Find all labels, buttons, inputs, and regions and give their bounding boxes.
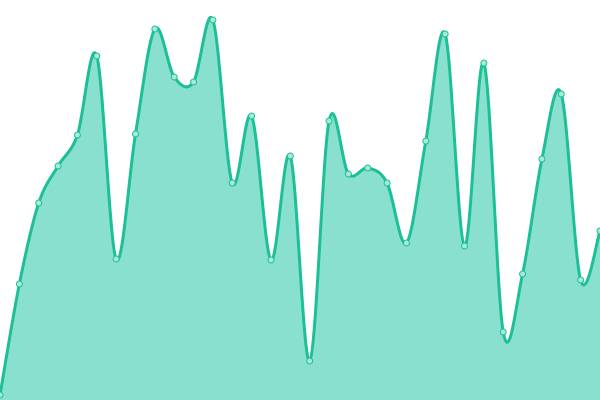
data-point — [383, 179, 391, 187]
data-point — [577, 276, 585, 284]
data-point — [461, 242, 469, 250]
data-point — [131, 130, 139, 138]
data-point — [170, 73, 178, 81]
data-point — [306, 357, 314, 365]
data-point — [112, 255, 120, 263]
data-point — [15, 280, 23, 288]
data-point — [267, 256, 275, 264]
data-point — [325, 117, 333, 125]
data-point — [54, 162, 62, 170]
data-point — [538, 155, 546, 163]
data-point — [557, 90, 565, 98]
data-point — [402, 239, 410, 247]
data-point — [499, 328, 507, 336]
data-points — [0, 16, 600, 399]
data-point — [151, 25, 159, 33]
data-point — [190, 78, 198, 86]
area-fill — [0, 17, 600, 400]
data-point — [519, 270, 527, 278]
data-point — [228, 179, 236, 187]
data-point — [209, 16, 217, 24]
data-point — [286, 152, 294, 160]
data-point — [441, 30, 449, 38]
data-point — [596, 227, 600, 235]
data-point — [0, 391, 4, 399]
data-point — [480, 59, 488, 67]
data-point — [35, 199, 43, 207]
data-point — [73, 131, 81, 139]
data-point — [93, 52, 101, 60]
data-point — [364, 164, 372, 172]
data-point — [344, 170, 352, 178]
data-point — [422, 137, 430, 145]
data-point — [248, 112, 256, 120]
